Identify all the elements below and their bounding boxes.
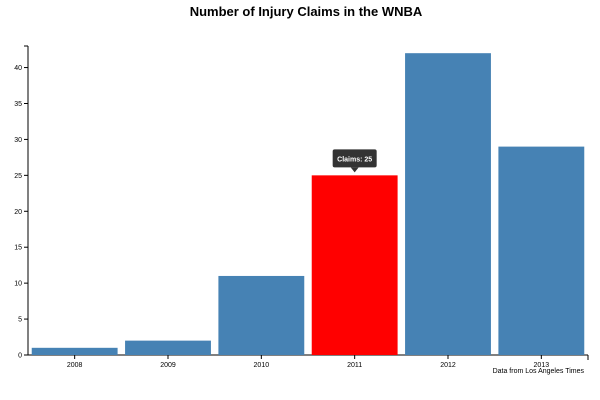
x-tick-label: 2012 <box>440 362 456 369</box>
bars-group <box>31 53 585 356</box>
x-tick-label: 2010 <box>254 362 270 369</box>
y-tick-label: 25 <box>14 173 22 180</box>
y-tick-label: 10 <box>14 281 22 288</box>
x-axis: 2008 2009 2010 2011 2012 2013 <box>28 354 589 369</box>
tooltip-pointer <box>350 167 359 173</box>
bar-2013[interactable] <box>498 146 585 355</box>
x-tick-label: 2009 <box>160 362 176 369</box>
y-tick-label: 40 <box>14 65 22 72</box>
y-tick-label: 30 <box>14 137 22 144</box>
tooltip-box <box>332 149 377 168</box>
tooltip: Claims: 25 <box>332 149 377 173</box>
bar-2009[interactable] <box>125 340 211 355</box>
y-tick-label: 15 <box>14 245 22 252</box>
y-tick-label: 35 <box>14 101 22 108</box>
tooltip-text: Claims: 25 <box>337 156 372 163</box>
y-tick-label: 20 <box>14 209 22 216</box>
x-tick-label: 2008 <box>67 362 83 369</box>
y-axis: 0 5 10 15 20 25 30 35 40 <box>14 45 29 360</box>
x-tick-label: 2013 <box>534 362 550 369</box>
bar-2011[interactable] <box>311 175 398 355</box>
y-tick-label: 0 <box>18 353 22 360</box>
x-tick-label: 2011 <box>347 362 362 369</box>
chart-title: Number of Injury Claims in the WNBA <box>190 4 423 19</box>
bar-2012[interactable] <box>405 53 491 356</box>
bar-2008[interactable] <box>31 347 118 355</box>
bar-2010[interactable] <box>218 275 305 355</box>
y-tick-label: 5 <box>18 317 22 324</box>
source-note: Data from Los Angeles Times <box>493 368 585 375</box>
